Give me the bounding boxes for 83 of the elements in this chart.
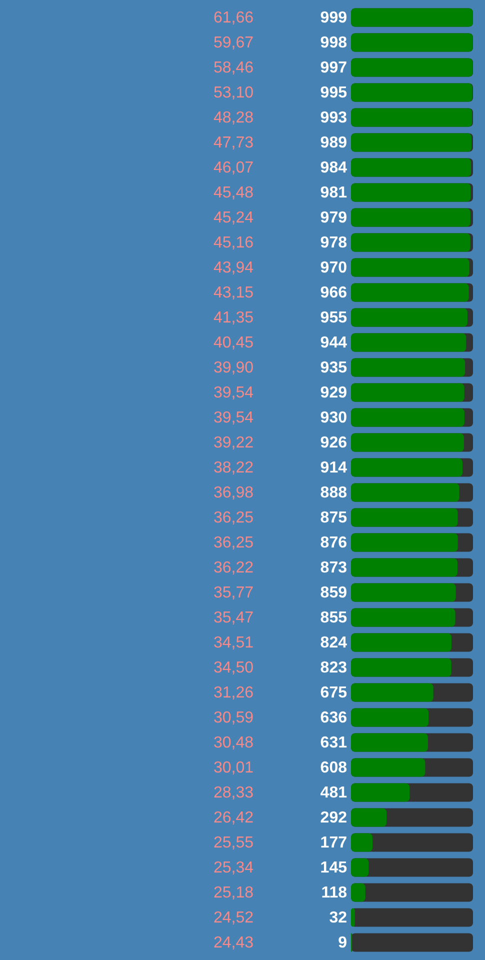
data-label: 631 bbox=[320, 734, 348, 752]
y-tick-label: 34,50 bbox=[213, 660, 254, 676]
y-tick-label: 25,55 bbox=[213, 834, 254, 852]
y-tick-label: 43,15 bbox=[213, 284, 254, 302]
data-label: 997 bbox=[320, 60, 348, 76]
data-label: 876 bbox=[320, 534, 348, 552]
data-label: 292 bbox=[320, 810, 348, 826]
data-label: 926 bbox=[320, 434, 348, 452]
y-tick-label: 31,26 bbox=[213, 684, 254, 702]
y-tick-label: 30,59 bbox=[213, 710, 254, 726]
data-label: 978 bbox=[320, 234, 348, 252]
y-tick-label: 30,48 bbox=[213, 734, 254, 752]
y-tick-label: 30,01 bbox=[213, 760, 254, 776]
bar bbox=[351, 883, 366, 902]
data-label: 481 bbox=[320, 784, 348, 802]
bar bbox=[351, 808, 387, 827]
y-tick-label: 61,66 bbox=[213, 10, 254, 26]
y-tick-label: 36,25 bbox=[213, 534, 254, 552]
data-label: 177 bbox=[320, 834, 348, 852]
data-label: 998 bbox=[320, 34, 348, 52]
data-label: 824 bbox=[320, 634, 348, 652]
y-tick-label: 35,77 bbox=[213, 584, 254, 602]
data-label: 979 bbox=[320, 210, 348, 226]
y-tick-label: 47,73 bbox=[213, 134, 254, 152]
y-tick-label: 39,54 bbox=[213, 384, 254, 402]
y-tick-label: 36,22 bbox=[213, 560, 254, 576]
y-tick-label: 25,34 bbox=[213, 860, 254, 876]
y-tick-label: 58,46 bbox=[213, 60, 254, 76]
y-tick-label: 45,48 bbox=[213, 184, 254, 202]
y-tick-label: 34,51 bbox=[213, 634, 254, 652]
data-label: 989 bbox=[320, 134, 348, 152]
data-label: 995 bbox=[320, 84, 348, 102]
data-label: 675 bbox=[320, 684, 348, 702]
y-tick-label: 24,43 bbox=[213, 934, 254, 952]
y-tick-label: 24,52 bbox=[213, 910, 254, 926]
y-tick-label: 53,10 bbox=[213, 84, 254, 102]
data-label: 145 bbox=[320, 860, 348, 876]
data-label: 118 bbox=[321, 884, 348, 902]
bar bbox=[351, 908, 355, 927]
data-label: 970 bbox=[320, 260, 348, 276]
data-label: 999 bbox=[320, 10, 348, 26]
data-label: 608 bbox=[320, 760, 348, 776]
bar bbox=[351, 233, 470, 252]
data-label: 859 bbox=[320, 584, 348, 602]
bar bbox=[351, 208, 470, 227]
data-label: 873 bbox=[320, 560, 348, 576]
bar bbox=[351, 833, 373, 852]
y-tick-label: 45,16 bbox=[213, 234, 254, 252]
y-tick-label: 48,28 bbox=[213, 110, 254, 126]
y-tick-label: 39,54 bbox=[213, 410, 254, 426]
y-tick-label: 39,22 bbox=[213, 434, 254, 452]
data-label: 9 bbox=[338, 934, 348, 952]
data-label: 981 bbox=[320, 184, 348, 202]
bar bbox=[351, 858, 369, 877]
data-label: 32 bbox=[329, 910, 348, 926]
data-label: 984 bbox=[320, 160, 348, 176]
data-label: 914 bbox=[320, 460, 348, 476]
data-label: 993 bbox=[320, 110, 348, 126]
y-tick-label: 46,07 bbox=[213, 160, 254, 176]
y-tick-label: 36,25 bbox=[213, 510, 254, 526]
data-label: 875 bbox=[320, 510, 348, 526]
y-tick-label: 35,47 bbox=[213, 610, 254, 626]
y-tick-label: 40,45 bbox=[213, 334, 254, 352]
data-label: 929 bbox=[320, 384, 348, 402]
data-label: 930 bbox=[320, 410, 348, 426]
y-tick-label: 45,24 bbox=[213, 210, 254, 226]
y-tick-label: 43,94 bbox=[213, 260, 254, 276]
data-label: 823 bbox=[320, 660, 348, 676]
data-label: 935 bbox=[320, 360, 348, 376]
data-label: 888 bbox=[320, 484, 348, 502]
y-tick-label: 38,22 bbox=[213, 460, 254, 476]
data-label: 944 bbox=[320, 334, 348, 352]
y-tick-label: 41,35 bbox=[213, 310, 254, 326]
y-tick-label: 36,98 bbox=[213, 484, 254, 502]
data-label: 955 bbox=[320, 310, 348, 326]
y-tick-label: 25,18 bbox=[213, 884, 254, 902]
y-tick-label: 59,67 bbox=[213, 34, 254, 52]
y-tick-label: 26,42 bbox=[213, 810, 254, 826]
y-tick-label: 28,33 bbox=[213, 784, 254, 802]
y-tick-label: 39,90 bbox=[213, 360, 254, 376]
data-label: 966 bbox=[320, 284, 348, 302]
data-label: 855 bbox=[320, 610, 348, 626]
data-label: 636 bbox=[320, 710, 348, 726]
